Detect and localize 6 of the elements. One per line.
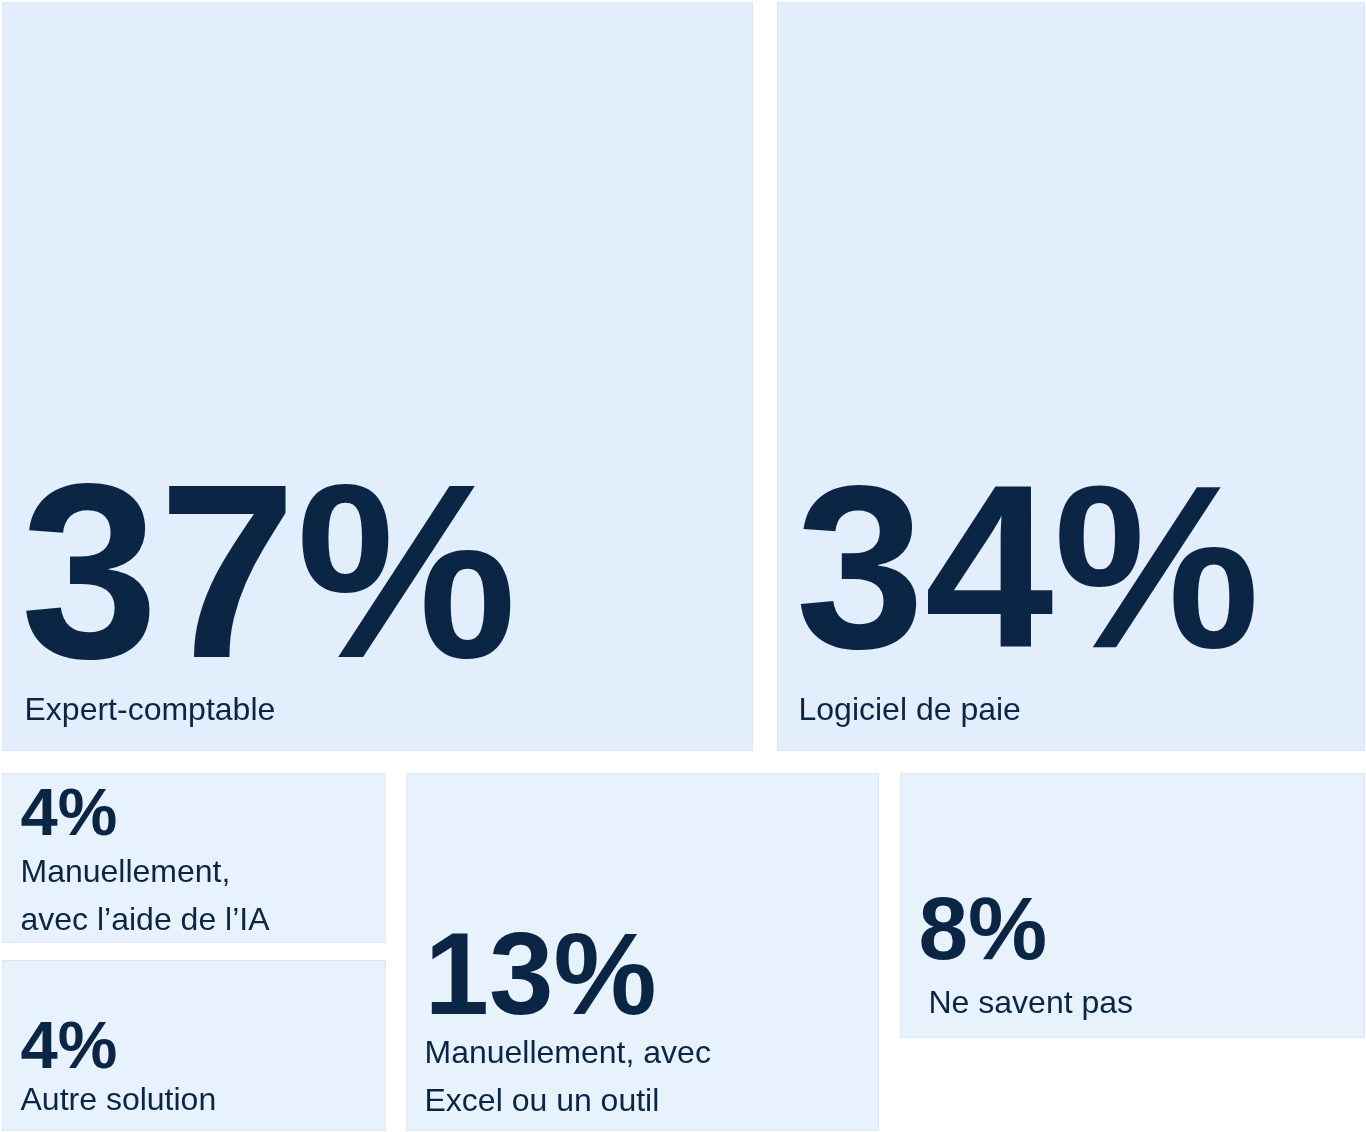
data-label: 4% xyxy=(20,773,118,849)
data-label: 8% xyxy=(918,878,1048,979)
category-label: Autre solution xyxy=(20,1080,217,1117)
data-label: 4% xyxy=(20,1006,118,1082)
category-label: Ne savent pas xyxy=(928,983,1134,1020)
category-label: Manuellement, avec l’aide de l’IA xyxy=(20,852,271,937)
